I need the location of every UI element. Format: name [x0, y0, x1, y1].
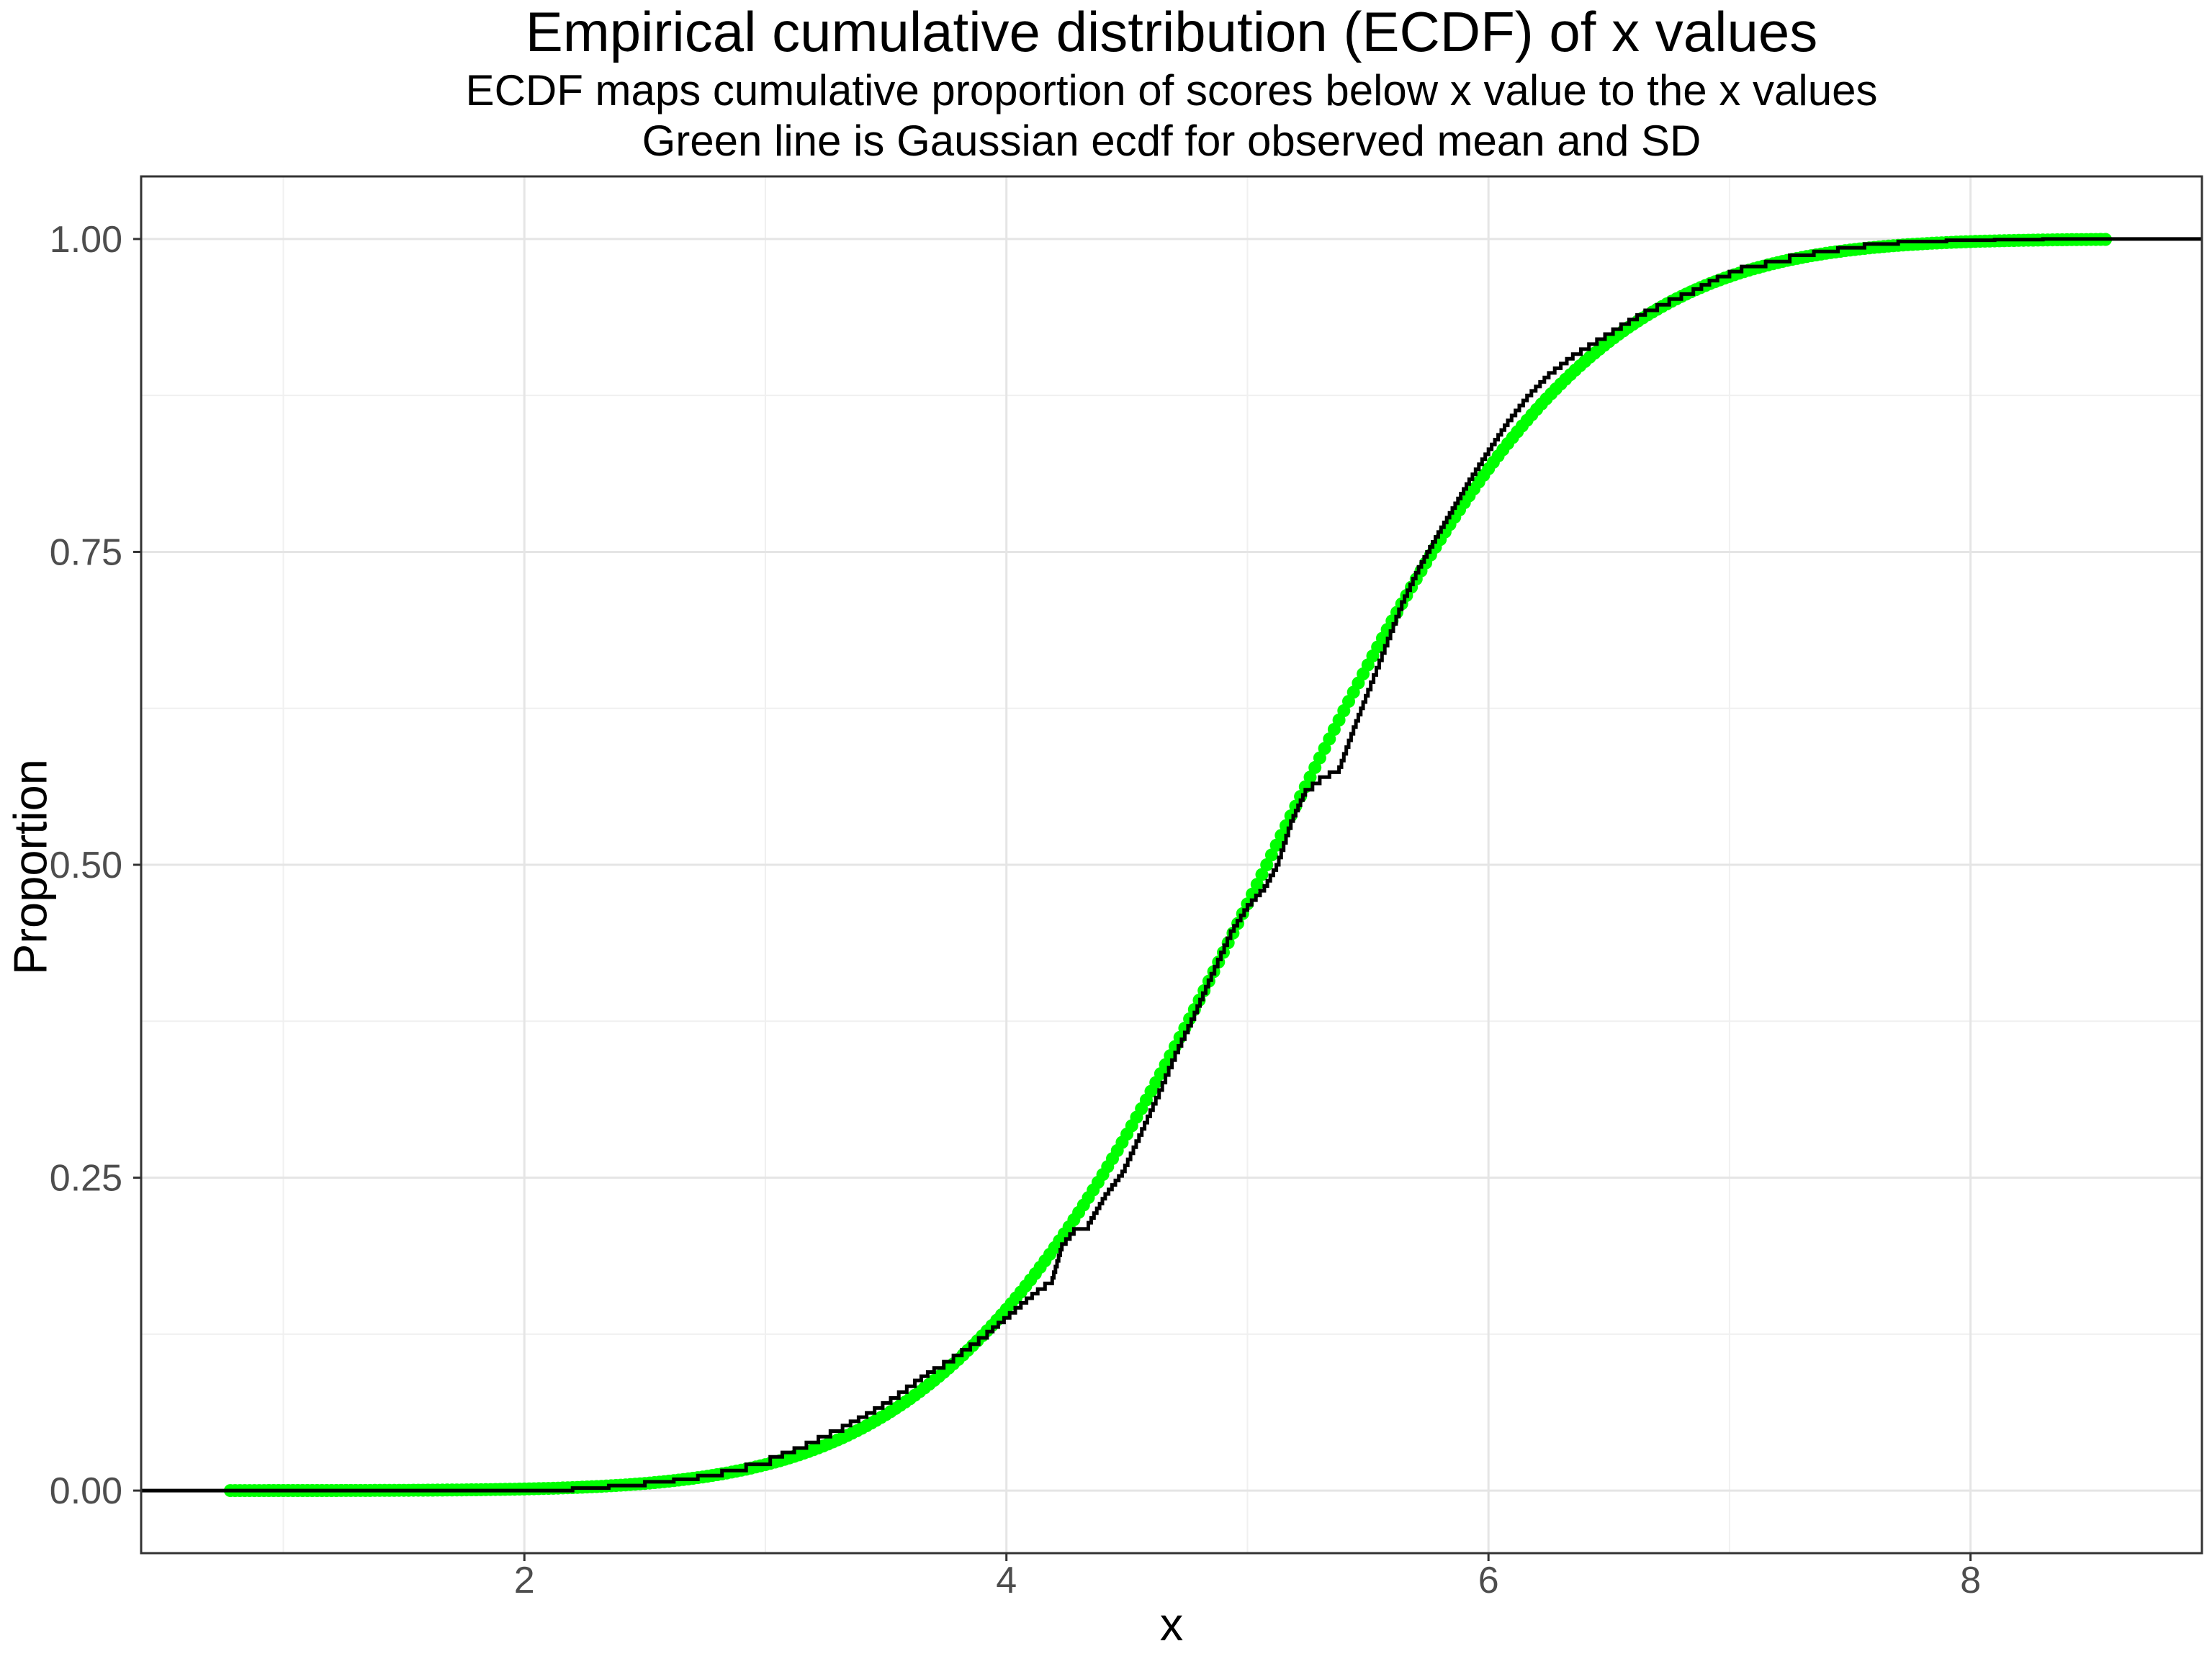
- panel-border: [140, 175, 2203, 1555]
- x-tick-label: 6: [1478, 1560, 1499, 1601]
- x-tick-label: 4: [996, 1560, 1017, 1601]
- y-tick-label: 0.50: [50, 845, 122, 886]
- y-axis-title: Proportion: [4, 759, 57, 975]
- empirical-ecdf-curve: [141, 237, 2202, 1493]
- y-tick-label: 0.75: [50, 531, 122, 573]
- y-tick-label: 0.00: [50, 1470, 122, 1512]
- x-tick-label: 8: [1960, 1560, 1981, 1601]
- plot-title: Empirical cumulative distribution (ECDF)…: [525, 0, 1818, 63]
- y-tick-label: 0.25: [50, 1158, 122, 1200]
- plot-subtitle-line1: ECDF maps cumulative proportion of score…: [465, 66, 1878, 114]
- y-tick-label: 1.00: [50, 219, 122, 261]
- x-tick-label: 2: [514, 1560, 535, 1601]
- plot-subtitle-line2: Green line is Gaussian ecdf for observed…: [642, 117, 1701, 165]
- x-axis-title: x: [1159, 1598, 1184, 1650]
